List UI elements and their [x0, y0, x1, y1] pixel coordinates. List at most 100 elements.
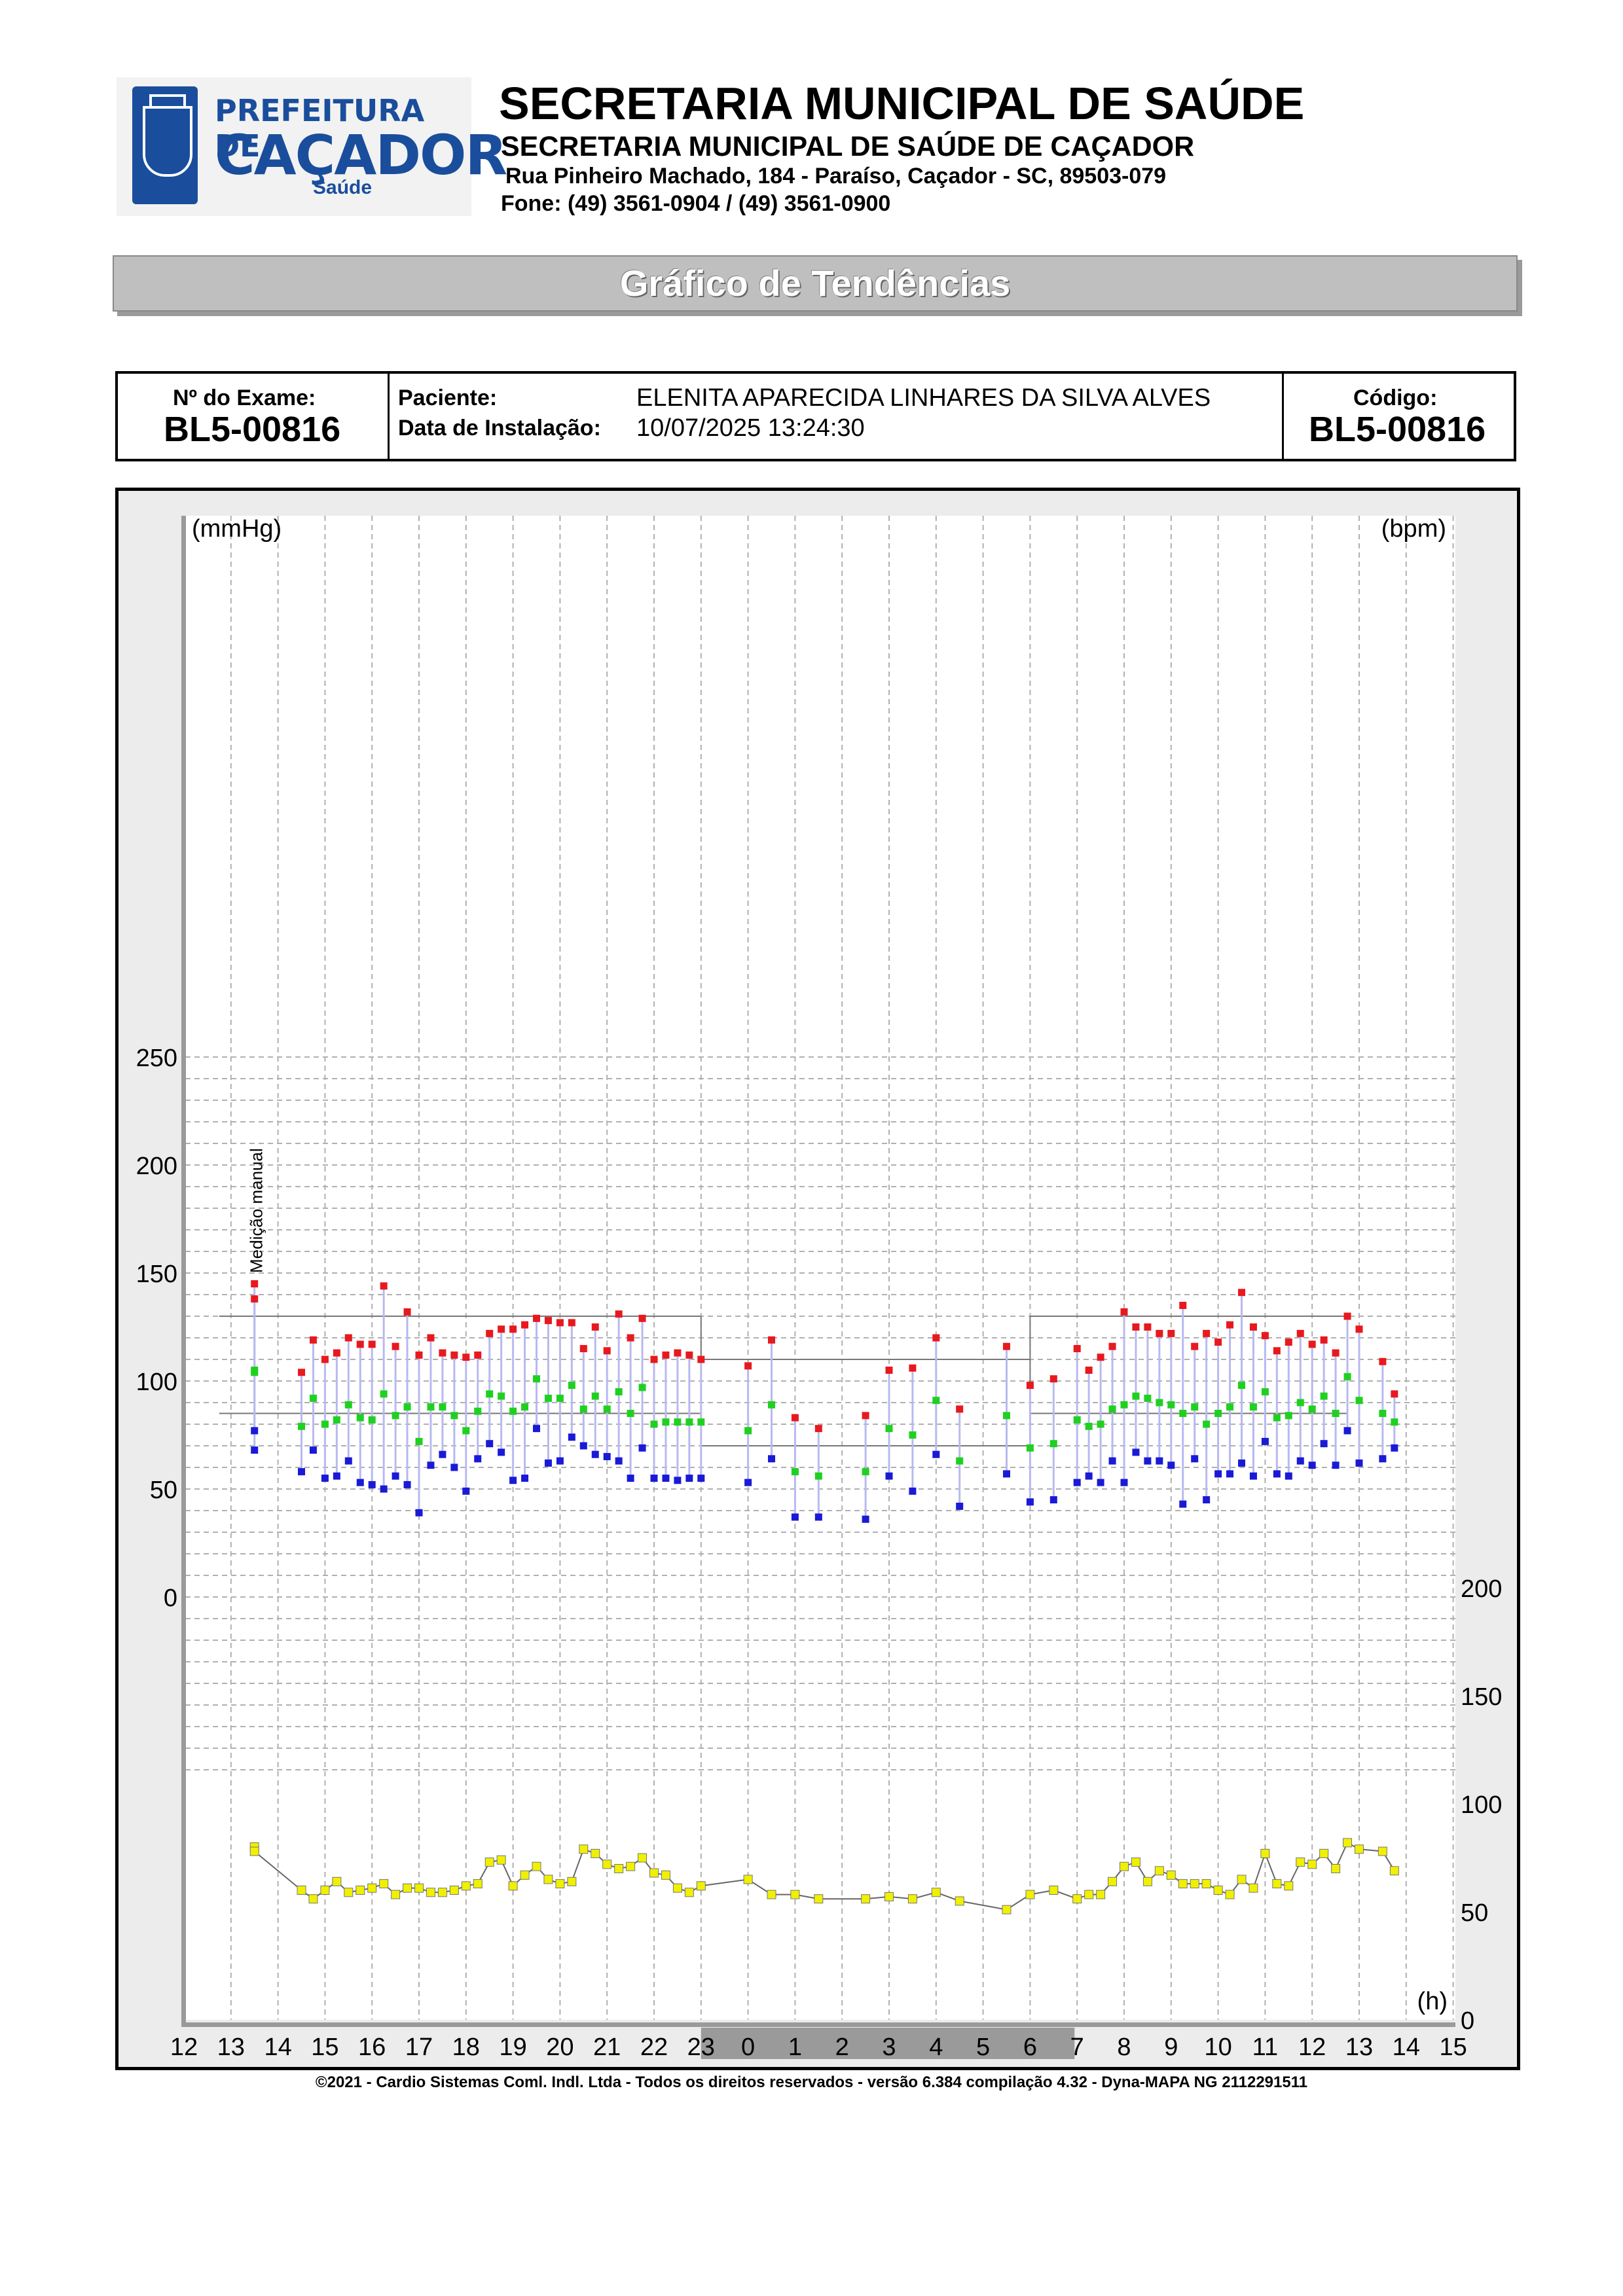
- mean-point: [1026, 1444, 1034, 1452]
- diastolic-point: [1332, 1462, 1340, 1469]
- mean-point: [627, 1410, 634, 1417]
- mean-point: [1391, 1418, 1398, 1426]
- diastolic-point: [403, 1480, 411, 1488]
- diastolic-point: [556, 1457, 564, 1465]
- diastolic-point: [627, 1475, 634, 1482]
- mean-point: [1144, 1394, 1152, 1402]
- heart-rate-point: [1307, 1859, 1317, 1869]
- mean-point: [568, 1382, 575, 1390]
- diastolic-point: [333, 1472, 340, 1480]
- address: Rua Pinheiro Machado, 184 - Paraíso, Caç…: [505, 164, 1167, 188]
- x-tick-label: 14: [1393, 2034, 1420, 2061]
- diastolic-point: [298, 1468, 305, 1476]
- diastolic-point: [1132, 1448, 1140, 1456]
- mean-point: [462, 1427, 470, 1435]
- diastolic-point: [1179, 1500, 1187, 1508]
- right-tick-label: 150: [1461, 1683, 1502, 1711]
- heart-rate-point: [1201, 1879, 1211, 1889]
- mean-point: [1156, 1399, 1163, 1407]
- heart-rate-point: [1284, 1881, 1294, 1891]
- diastolic-point: [1120, 1479, 1128, 1486]
- exam-value: BL5-00816: [164, 410, 341, 449]
- mean-point: [662, 1418, 670, 1426]
- heart-rate-point: [391, 1890, 401, 1899]
- mean-point: [1003, 1412, 1010, 1420]
- systolic-point: [662, 1351, 670, 1359]
- systolic-point: [1203, 1329, 1211, 1337]
- systolic-point: [415, 1351, 423, 1359]
- bottom-axis-bar: [181, 2022, 1455, 2027]
- diastolic-point: [1296, 1457, 1304, 1465]
- left-tick-label: 50: [150, 1477, 177, 1504]
- x-tick-label: 15: [1439, 2034, 1467, 2061]
- systolic-point: [1226, 1321, 1234, 1329]
- mean-point: [474, 1407, 482, 1415]
- mean-point: [1085, 1422, 1093, 1430]
- mean-point: [498, 1392, 505, 1400]
- systolic-point: [450, 1351, 458, 1359]
- heart-rate-point: [1296, 1857, 1305, 1867]
- mean-point: [591, 1392, 599, 1400]
- systolic-point: [521, 1321, 529, 1329]
- heart-rate-point: [638, 1853, 647, 1863]
- systolic-point: [368, 1340, 376, 1348]
- systolic-point: [251, 1295, 259, 1303]
- systolic-point: [333, 1349, 340, 1357]
- systolic-point: [1273, 1347, 1281, 1355]
- heart-rate-point: [579, 1844, 589, 1854]
- diastolic-point: [1144, 1457, 1152, 1465]
- heart-rate-point: [1178, 1879, 1188, 1889]
- systolic-point: [650, 1355, 658, 1363]
- systolic-point: [1296, 1329, 1304, 1337]
- systolic-point: [1343, 1312, 1351, 1320]
- diastolic-point: [1003, 1470, 1010, 1478]
- x-tick-label: 2: [835, 2034, 849, 2061]
- mean-point: [956, 1457, 964, 1465]
- systolic-point: [462, 1354, 470, 1361]
- heart-rate-point: [931, 1888, 941, 1897]
- diastolic-point: [862, 1515, 869, 1523]
- diastolic-point: [439, 1450, 447, 1458]
- heart-rate-point: [532, 1861, 541, 1871]
- diastolic-point: [885, 1472, 893, 1480]
- diastolic-point: [1238, 1459, 1245, 1467]
- systolic-point: [509, 1325, 517, 1333]
- coat-of-arms-icon: [132, 86, 198, 204]
- mean-point: [1238, 1382, 1245, 1390]
- heart-rate-point: [1377, 1846, 1387, 1856]
- mean-point: [1320, 1392, 1328, 1400]
- x-tick-label: 8: [1117, 2034, 1131, 2061]
- mean-point: [1332, 1410, 1340, 1417]
- heart-rate-point: [591, 1848, 600, 1858]
- logo-line-1: PREFEITURA DE: [215, 93, 425, 164]
- systolic-point: [1167, 1329, 1175, 1337]
- page-title: SECRETARIA MUNICIPAL DE SAÚDE: [499, 78, 1305, 129]
- systolic-point: [1073, 1345, 1081, 1352]
- mean-point: [344, 1401, 352, 1408]
- x-tick-label: 3: [882, 2034, 896, 2061]
- mean-point: [1261, 1388, 1269, 1395]
- mean-point: [685, 1418, 693, 1426]
- systolic-point: [380, 1282, 388, 1290]
- diastolic-point: [579, 1442, 587, 1450]
- mean-point: [697, 1418, 705, 1426]
- mean-point: [427, 1403, 435, 1411]
- diastolic-point: [509, 1477, 517, 1484]
- systolic-point: [1132, 1323, 1140, 1331]
- left-axis-bar: [181, 516, 186, 2026]
- mean-point: [814, 1472, 822, 1480]
- heart-rate-point: [1355, 1844, 1364, 1854]
- heart-rate-point: [1237, 1874, 1247, 1884]
- systolic-point: [1285, 1338, 1292, 1346]
- heart-rate-point: [743, 1874, 753, 1884]
- footer-copyright: ©2021 - Cardio Sistemas Coml. Indl. Ltda…: [315, 2073, 1308, 2091]
- systolic-point: [1049, 1375, 1057, 1383]
- heart-rate-point: [814, 1894, 824, 1904]
- x-tick-label: 22: [640, 2034, 668, 2061]
- heart-rate-point: [1166, 1870, 1176, 1880]
- mean-point: [791, 1468, 799, 1476]
- x-tick-label: 11: [1252, 2034, 1278, 2061]
- heart-rate-point: [484, 1857, 494, 1867]
- heart-rate-point: [520, 1870, 530, 1880]
